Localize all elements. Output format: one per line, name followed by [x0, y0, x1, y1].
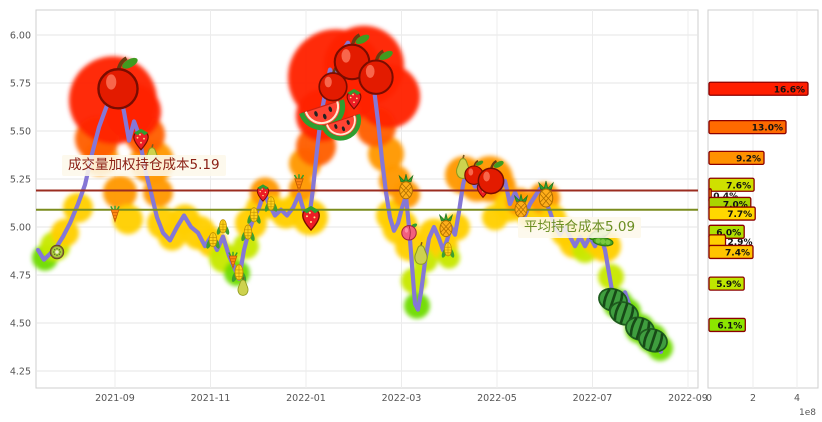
avg-cost-label: 平均持仓成本5.09: [518, 217, 642, 238]
x-axis-tick-label: 2022-09: [668, 393, 708, 404]
holders-bar: [708, 120, 787, 135]
fruit-corn-icon: [231, 264, 247, 282]
vwap-cost-label: 成交量加权持仓成本5.19: [62, 155, 226, 176]
fruit-pear-icon: [237, 277, 249, 296]
holders-bar-label: 16.6%: [774, 85, 805, 95]
volume-halo: [103, 175, 137, 210]
x-axis-tick-label: 2021-11: [191, 393, 231, 404]
fruit-apple-icon: [358, 49, 394, 95]
y-axis-tick-label: 5.75: [10, 79, 31, 90]
right-axis-tick-label: 4: [794, 393, 800, 404]
y-axis-tick-label: 6.00: [10, 31, 31, 42]
y-axis-tick-label: 4.75: [10, 271, 31, 282]
holders-bar: [708, 317, 746, 333]
fruit-carrot-icon: [293, 174, 305, 193]
fruit-apple-icon: [477, 160, 505, 195]
holders-bar-label: 9.2%: [736, 154, 761, 164]
fruit-strawberry-icon: [346, 88, 362, 110]
volume-by-price-panel[interactable]: 0241e816.6%13.0%9.2%7.6%0.4%7.0%7.7%6.0%…: [706, 0, 822, 422]
volume-halo: [113, 204, 143, 235]
fruit-pineapple-icon: [538, 180, 554, 208]
fruit-strawberry-icon: [302, 205, 320, 232]
x-axis-tick-label: 2022-03: [382, 393, 422, 404]
fruit-melon-icon: [638, 328, 668, 353]
holders-bar-label: 5.9%: [716, 280, 741, 290]
holders-bar-label: 7.6%: [726, 181, 751, 191]
holders-bar: [708, 206, 756, 221]
fruit-watermelon-icon: [321, 113, 361, 141]
holders-bar-label: 6.1%: [717, 321, 742, 331]
fruit-corn-icon: [206, 232, 220, 249]
holders-bar: [708, 244, 754, 260]
right-axis-tick-label: 2: [750, 393, 756, 404]
x-axis-tick-label: 2021-09: [95, 393, 135, 404]
holders-bar: [708, 177, 755, 192]
fruit-strawberry-icon: [256, 184, 270, 202]
holders-bar-label: 7.7%: [727, 210, 752, 220]
fruit-peach-icon: [401, 223, 418, 241]
price-chart-canvas[interactable]: 6.00 5.75 5.50 5.25 5.00 4.75 4.50 4.25 2021-09 2…: [0, 0, 708, 422]
fruit-corn-icon: [441, 242, 455, 258]
holders-bar-label: 7.0%: [723, 200, 748, 210]
fruit-pineapple-icon: [398, 174, 414, 200]
y-axis-tick-label: 5.00: [10, 223, 31, 234]
fruit-pineapple-icon: [438, 213, 454, 238]
volume-by-price-canvas[interactable]: 0241e816.6%13.0%9.2%7.6%0.4%7.0%7.7%6.0%…: [706, 0, 822, 422]
y-axis-tick-label: 5.50: [10, 127, 31, 138]
x-axis-tick-label: 2022-01: [286, 393, 326, 404]
fruit-kiwi-icon: [49, 244, 65, 260]
fruit-corn-icon: [264, 196, 278, 212]
holders-bar-label: 13.0%: [752, 124, 783, 134]
fruit-carrot-icon: [228, 251, 238, 270]
price-chart-panel[interactable]: 6.00 5.75 5.50 5.25 5.00 4.75 4.50 4.25 2021-09 2…: [0, 0, 708, 422]
holders-bar: [708, 276, 745, 291]
fruit-corn-icon: [241, 224, 255, 242]
fruit-pineapple-icon: [513, 194, 529, 218]
fruit-corn-icon: [247, 207, 261, 224]
volume-halo: [289, 175, 315, 202]
right-axis-tick-label: 0: [706, 393, 712, 404]
holders-bar-label: 2.9%: [728, 238, 753, 248]
x-axis-tick-label: 2022-05: [477, 393, 517, 404]
holders-bar: [708, 150, 765, 166]
holders-bar-label: 6.0%: [716, 228, 741, 238]
fruit-corn-icon: [216, 219, 230, 235]
y-axis-tick-label: 4.50: [10, 319, 31, 330]
y-axis-tick-label: 4.25: [10, 367, 31, 378]
x-axis-tick-label: 2022-07: [573, 393, 613, 404]
fruit-pear-icon: [414, 242, 428, 265]
fruit-strawberry-icon: [133, 128, 149, 151]
fruit-carrot-icon: [110, 205, 120, 224]
holders-bar: [708, 81, 809, 96]
right-axis-scale-label: 1e8: [799, 408, 816, 418]
fruit-apple-icon: [97, 56, 139, 110]
y-axis-tick-label: 5.25: [10, 175, 31, 186]
holders-bar-label: 7.4%: [725, 248, 750, 258]
